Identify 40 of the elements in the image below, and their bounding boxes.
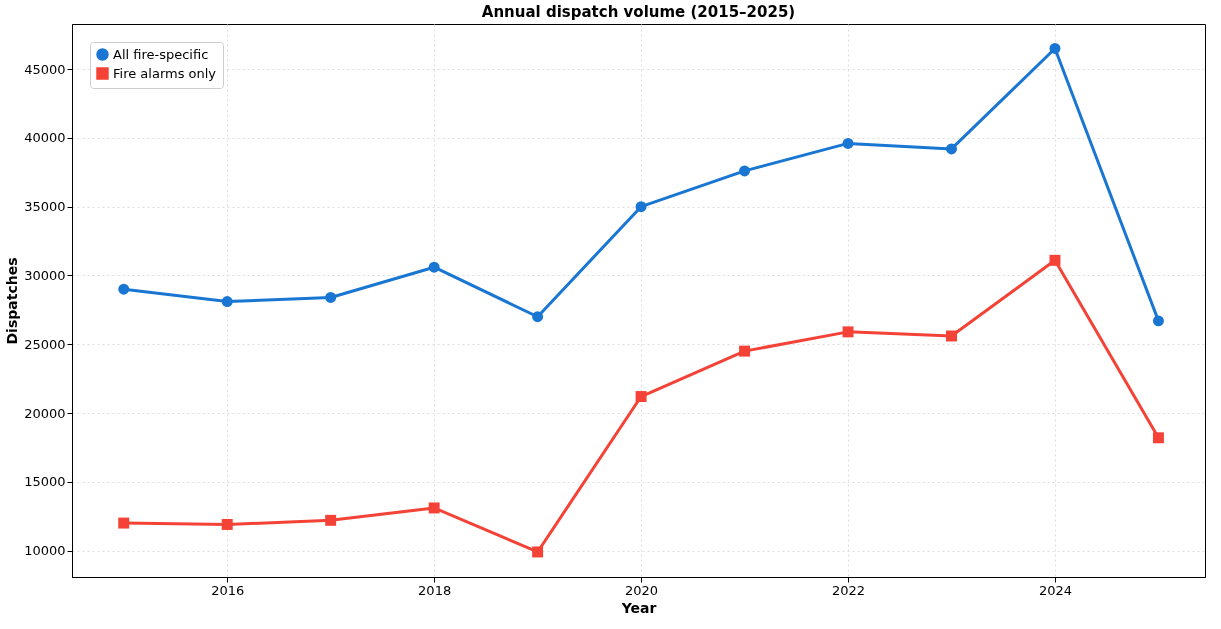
x-tick-label: 2016: [211, 582, 245, 598]
point: [325, 292, 337, 303]
point: [635, 391, 647, 402]
point: [1049, 254, 1061, 266]
point: [946, 143, 957, 155]
y-tick-label: 20000: [24, 405, 66, 421]
point: [842, 137, 854, 149]
point: [1152, 315, 1164, 327]
point: [1152, 432, 1164, 444]
point: [946, 330, 957, 342]
y-tick-label: 30000: [24, 267, 66, 283]
point: [739, 165, 751, 177]
point: [325, 514, 337, 526]
point: [635, 201, 647, 213]
point: [118, 283, 130, 295]
point: [1049, 43, 1061, 54]
y-tick-label: 35000: [24, 199, 66, 215]
y-tick-label: 25000: [24, 336, 66, 352]
point: [118, 517, 130, 529]
point: [221, 518, 233, 530]
point: [532, 311, 544, 323]
y-tick-label: 45000: [24, 61, 66, 77]
legend-label: All fire-specific: [113, 46, 209, 62]
x-tick-label: 2020: [625, 582, 659, 598]
point: [428, 261, 440, 273]
x-tick-label: 2024: [1038, 582, 1073, 598]
x-axis-title: Year: [620, 599, 657, 616]
point: [842, 326, 854, 338]
y-tick-label: 40000: [24, 130, 66, 146]
x-tick-label: 2018: [418, 582, 452, 598]
point: [739, 345, 751, 357]
point: [532, 546, 544, 558]
legend-label: Fire alarms only: [113, 65, 217, 81]
point: [221, 296, 233, 308]
y-axis-title: Dispatches: [4, 257, 21, 345]
chart-title: Annual dispatch volume (2015–2025): [481, 3, 796, 21]
y-tick-label: 15000: [24, 474, 66, 490]
y-tick-label: 10000: [24, 543, 66, 559]
x-tick-label: 2022: [831, 582, 866, 598]
point: [428, 502, 440, 514]
